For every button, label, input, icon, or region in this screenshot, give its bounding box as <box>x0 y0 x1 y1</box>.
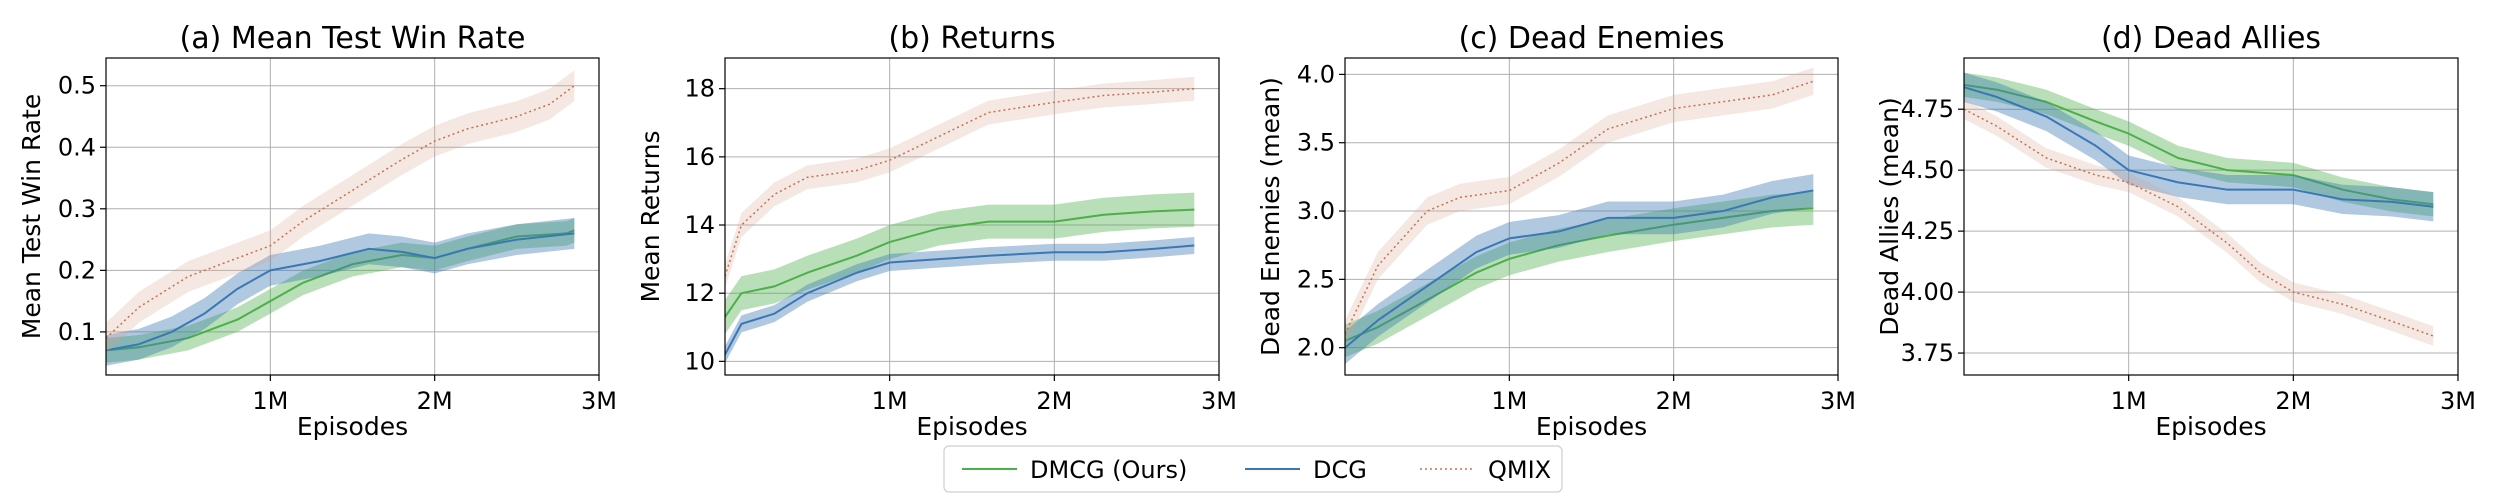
band-dcg <box>1345 174 1814 365</box>
y-axis-label: Dead Enemies (mean) <box>1256 77 1285 356</box>
series-line-dmcg <box>1345 207 1814 342</box>
band-qmix <box>725 76 1195 289</box>
y-tick-label: 0.4 <box>58 133 96 161</box>
y-axis-label: Mean Test Win Rate <box>17 94 46 339</box>
x-tick-label: 2M <box>1656 387 1692 415</box>
band-dmcg <box>725 192 1195 335</box>
series-line-dmcg <box>1964 83 2434 206</box>
x-tick-label: 2M <box>2275 387 2311 415</box>
series-line-qmix <box>1345 80 1814 335</box>
y-tick-label: 0.1 <box>58 318 96 346</box>
y-tick-label: 10 <box>684 347 715 375</box>
axes-frame <box>724 57 1220 376</box>
x-tick-label: 1M <box>1491 387 1527 415</box>
series-line-qmix <box>1964 108 2434 337</box>
legend-label-qmix: QMIX <box>1488 456 1551 484</box>
x-tick-label: 3M <box>1820 387 1856 415</box>
y-tick-label: 4.75 <box>1901 95 1954 123</box>
legend-label-dmcg: DMCG (Ours) <box>1030 456 1187 484</box>
band-qmix <box>1345 67 1814 348</box>
band-qmix <box>106 70 575 354</box>
x-tick-label: 2M <box>417 387 453 415</box>
y-tick-label: 4.50 <box>1901 156 1954 184</box>
x-tick-label: 1M <box>252 387 288 415</box>
series-line-dmcg <box>725 208 1195 318</box>
chart-panel-0: 1M 2M 3M 0.1 0.2 0.3 0.4 0.5 (a) Mean Test Win R… <box>17 21 617 441</box>
series-group <box>106 70 575 366</box>
series-line-dcg <box>1345 189 1814 349</box>
chart-panel-2: 1M 2M 3M 2.0 2.5 3.0 3.5 4.0 (c) Dead Enemies Epi… <box>1256 21 1856 441</box>
series-line-dcg <box>725 244 1195 356</box>
series-line-qmix <box>725 87 1195 277</box>
y-tick-label: 4.00 <box>1901 278 1954 306</box>
band-dmcg <box>106 218 575 363</box>
y-axis-label: Dead Allies (mean) <box>1875 97 1904 335</box>
series-group <box>1345 67 1814 365</box>
x-axis-label: Episodes <box>297 412 408 441</box>
band-dcg <box>106 218 575 366</box>
x-tick-label: 3M <box>581 387 617 415</box>
chart-title: (b) Returns <box>888 21 1055 56</box>
y-tick-label: 14 <box>684 211 715 239</box>
chart-title: (c) Dead Enemies <box>1458 21 1724 56</box>
series-line-dmcg <box>106 229 575 352</box>
series-line-qmix <box>106 85 575 339</box>
x-tick-label: 1M <box>872 387 908 415</box>
x-tick-label: 3M <box>2440 387 2476 415</box>
band-dmcg <box>1964 72 2434 217</box>
series-group <box>1964 72 2434 346</box>
axes-frame <box>105 57 600 376</box>
y-axis-label: Mean Returns <box>636 130 665 302</box>
y-tick-label: 3.0 <box>1297 197 1335 225</box>
x-tick-label: 3M <box>1201 387 1237 415</box>
chart-title: (d) Dead Allies <box>2101 21 2321 56</box>
y-tick-label: 3.75 <box>1901 339 1954 367</box>
legend: DMCG (Ours) DCG QMIX <box>943 445 1563 493</box>
y-tick-label: 3.5 <box>1297 129 1335 157</box>
y-tick-label: 18 <box>684 75 715 103</box>
x-tick-label: 2M <box>1036 387 1072 415</box>
y-tick-label: 0.5 <box>58 72 96 100</box>
chart-panel-1: 1M 2M 3M 10 12 14 16 18 (b) Returns Episodes Mean … <box>636 21 1237 441</box>
y-tick-label: 2.5 <box>1297 265 1335 293</box>
y-tick-label: 0.2 <box>58 256 96 284</box>
axes-frame <box>1344 57 1839 376</box>
y-tick-label: 2.0 <box>1297 334 1335 362</box>
series-group <box>725 76 1195 364</box>
x-axis-label: Episodes <box>1536 412 1647 441</box>
band-dcg <box>1964 72 2434 222</box>
y-tick-label: 4.25 <box>1901 217 1954 245</box>
y-tick-label: 0.3 <box>58 195 96 223</box>
band-dmcg <box>1345 191 1814 358</box>
band-qmix <box>1964 99 2434 346</box>
x-tick-label: 1M <box>2111 387 2147 415</box>
axes-frame <box>1963 57 2459 376</box>
x-axis-label: Episodes <box>2155 412 2266 441</box>
y-tick-label: 4.0 <box>1297 60 1335 88</box>
x-axis-label: Episodes <box>916 412 1027 441</box>
series-line-dcg <box>106 232 575 352</box>
series-line-dcg <box>1964 86 2434 208</box>
chart-panel-3: 1M 2M 3M 3.75 4.00 4.25 4.50 4.75 (d) Dead Allie… <box>1875 21 2476 441</box>
chart-title: (a) Mean Test Win Rate <box>180 21 526 56</box>
y-tick-label: 12 <box>684 279 715 307</box>
y-tick-label: 16 <box>684 143 715 171</box>
legend-label-dcg: DCG <box>1313 456 1367 484</box>
